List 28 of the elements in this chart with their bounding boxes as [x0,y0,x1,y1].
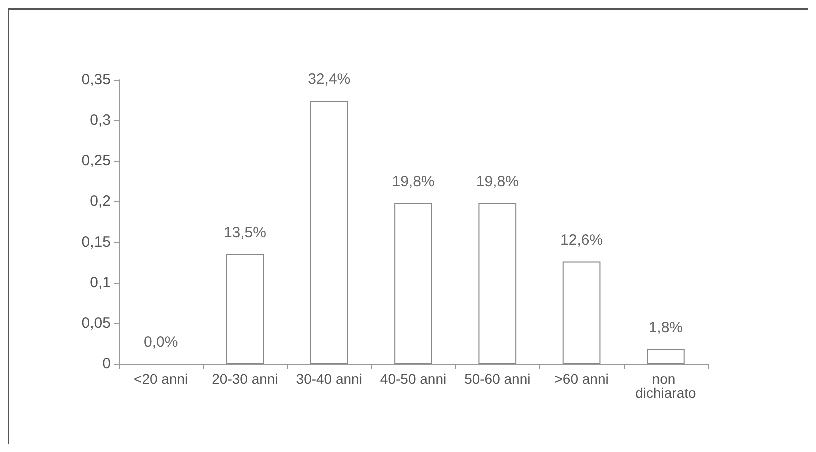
y-tick-label: 0,2 [90,193,111,210]
bar [646,349,685,364]
data-label: 12,6% [560,232,604,249]
bar [562,262,601,364]
x-tick-label: 40-50 anni [380,371,447,387]
x-tick-label: 20-30 anni [212,371,278,387]
bar [310,101,348,364]
x-tick-label: 50-60 anni [464,371,531,387]
data-label: 0,0% [144,334,178,351]
y-tick-label: 0,1 [90,274,111,292]
x-tick-label: >60 anni [554,371,609,387]
bar [478,203,517,364]
bar [394,203,432,364]
y-tick-label: 0,3 [90,112,111,130]
data-label: 1,8% [648,319,684,336]
data-label: 32,4% [308,71,351,88]
data-label: 19,8% [476,173,519,190]
y-tick-label: 0,05 [82,314,111,332]
bar [226,254,264,364]
data-label: 19,8% [392,173,435,190]
x-tick-label: non dichiarato [636,371,696,401]
x-tick-label: 30-40 anni [296,371,362,387]
x-tick-label: <20 anni [134,371,188,387]
y-tick-label: 0,25 [82,152,111,170]
y-tick-label: 0,15 [82,234,111,251]
y-tick-label: 0 [102,356,111,372]
data-label: 13,5% [224,224,266,242]
y-tick-label: 0,35 [82,72,111,88]
